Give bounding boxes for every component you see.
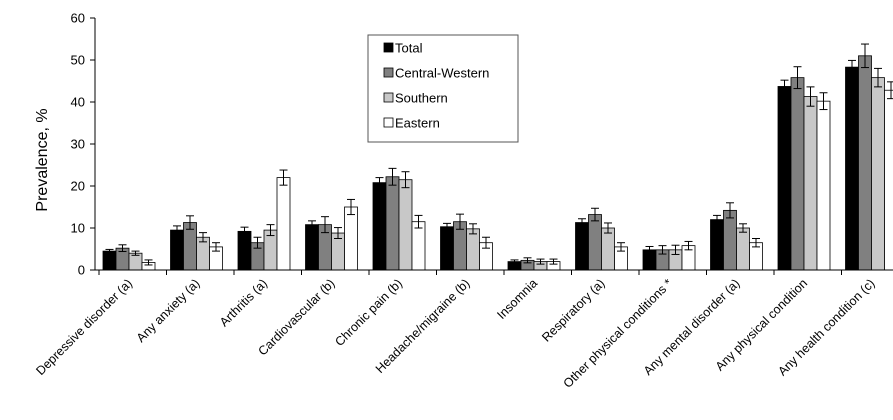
- bar-3-8: [601, 227, 615, 271]
- category-label-3: Arthritis (a): [217, 276, 270, 329]
- bar-1-5: [372, 182, 387, 271]
- bar-2-5: [385, 176, 400, 271]
- bar-2-8: [588, 214, 602, 271]
- bar-4-5: [411, 221, 426, 271]
- bars-layer: [102, 43, 893, 271]
- legend-swatch-2: [383, 67, 394, 78]
- y-tick-label-40: 40: [71, 95, 85, 110]
- bar-1-1: [102, 250, 117, 271]
- bar-4-11: [816, 100, 831, 271]
- category-label-4: Cardiovascular (b): [256, 276, 338, 358]
- y-axis-title: Prevalence, %: [34, 108, 51, 211]
- bar-1-2: [170, 229, 184, 271]
- category-label-7: Insomnia: [494, 276, 540, 322]
- bar-3-3: [263, 229, 278, 271]
- category-label-1: Depressive disorder (a): [33, 276, 135, 378]
- y-tick-label-10: 10: [71, 221, 85, 236]
- bar-4-4: [344, 206, 358, 271]
- legend-label-1: Total: [395, 41, 423, 56]
- y-tick-label-30: 30: [71, 137, 85, 152]
- category-label-2: Any anxiety (a): [134, 276, 203, 345]
- bar-1-8: [575, 222, 589, 271]
- legend-label-2: Central-Western: [395, 66, 489, 81]
- bar-3-5: [398, 179, 413, 271]
- legend: Total Central-Western Southern Eastern: [367, 34, 519, 143]
- bar-3-10: [736, 227, 750, 271]
- bar-4-3: [276, 177, 291, 271]
- category-label-8: Respiratory (a): [539, 276, 607, 344]
- legend-swatch-3: [383, 92, 394, 103]
- bar-1-11: [777, 86, 792, 271]
- legend-label-4: Eastern: [395, 116, 440, 131]
- bar-1-12: [845, 66, 859, 271]
- bar-1-10: [710, 219, 724, 271]
- bar-3-11: [803, 96, 818, 271]
- y-tick-label-60: 60: [71, 11, 85, 26]
- legend-label-3: Southern: [395, 91, 448, 106]
- legend-swatch-4: [383, 117, 394, 128]
- bar-1-4: [305, 224, 319, 271]
- y-tick-label-20: 20: [71, 179, 85, 194]
- category-label-5: Chronic pain (b): [332, 276, 405, 349]
- bar-1-3: [237, 230, 252, 271]
- bar-1-6: [440, 226, 454, 271]
- bar-3-12: [871, 77, 885, 271]
- y-tick-label-50: 50: [71, 53, 85, 68]
- legend-swatch-1: [383, 42, 394, 53]
- category-label-9: Other physical conditions *: [561, 276, 676, 391]
- bar-2-12: [858, 55, 872, 271]
- bar-4-12: [884, 89, 893, 271]
- bar-2-11: [790, 77, 805, 271]
- bar-2-10: [723, 209, 737, 271]
- y-tick-label-0: 0: [78, 263, 85, 278]
- bar-3-6: [466, 228, 480, 271]
